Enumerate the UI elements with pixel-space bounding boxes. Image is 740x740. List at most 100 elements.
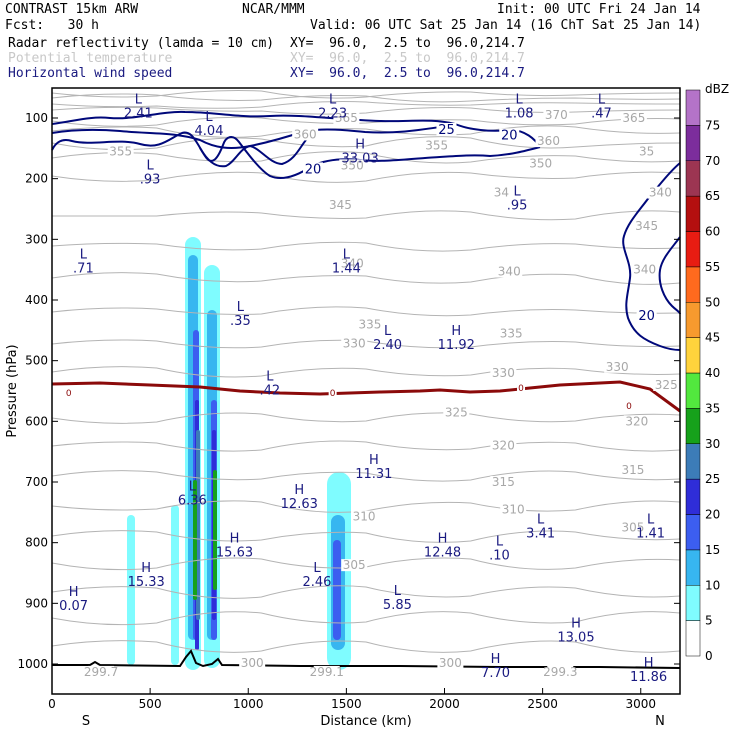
y-tick-label: 800 [25, 536, 48, 550]
theta-label: 315 [621, 463, 644, 477]
low-marker-letter: L [343, 248, 351, 263]
x-tick-label: 2000 [429, 697, 460, 711]
y-tick-label: 600 [25, 414, 48, 428]
colorbar-tick-label: 15 [705, 543, 720, 557]
theta-label: 340 [498, 265, 521, 279]
low-marker-letter: L [147, 159, 155, 174]
theta-label: 350 [529, 157, 552, 171]
colorbar-swatch [685, 478, 701, 515]
high-marker-letter: H [230, 532, 240, 547]
marker-value: 11.31 [355, 467, 392, 482]
x-tick-label: 1500 [331, 697, 362, 711]
theta-label: 330 [492, 366, 515, 380]
marker-value: 4.04 [195, 124, 224, 139]
colorbar-tick-label: 75 [705, 118, 720, 132]
theta-label: 300 [439, 656, 462, 670]
colorbar-tick-label: 25 [705, 472, 720, 486]
forecast-hour: Fcst: 30 h [5, 18, 99, 33]
colorbar-swatch [685, 620, 701, 657]
theta-label: 365 [622, 111, 645, 125]
low-marker-letter: L [237, 300, 245, 315]
colorbar-swatch [685, 549, 701, 586]
marker-value: 15.63 [216, 546, 253, 561]
theta-label: 310 [353, 510, 376, 524]
theta-contour [51, 440, 681, 452]
marker-value: .10 [489, 549, 510, 564]
theta-contour [51, 101, 681, 109]
colorbar-tick-label: 10 [705, 578, 720, 592]
high-marker-letter: H [644, 656, 654, 671]
colorbar-swatch [685, 195, 701, 232]
marker-value: .35 [230, 314, 251, 329]
marker-value: .71 [73, 262, 94, 277]
contour-labels: 365 370 365 360 360 355 355 35 350 350 345 34 340 345… [64, 108, 680, 679]
theta-label: 340 [341, 257, 364, 271]
theta-label: 330 [606, 360, 629, 374]
field-reflectivity-xy: XY= 96.0, 2.5 to 96.0,214.7 [290, 36, 525, 51]
high-marker-letter: H [355, 137, 365, 152]
wind-contour [658, 236, 681, 315]
colorbar-swatch [685, 231, 701, 268]
theta-contour [51, 272, 681, 285]
x-axis-title: Distance (km) [320, 714, 411, 729]
low-marker-letter: L [266, 370, 274, 385]
marker-value: 1.08 [505, 106, 534, 121]
theta-contour [51, 585, 681, 599]
theta-label: 34 [494, 186, 509, 200]
theta-label: 299.3 [543, 665, 577, 679]
theta-label: 320 [492, 439, 515, 453]
low-marker-letter: L [598, 92, 606, 107]
north-end-label: N [655, 714, 665, 729]
theta-label: 35 [639, 144, 654, 158]
colorbar-tick-label: 50 [705, 295, 720, 309]
theta-contour [51, 241, 681, 252]
theta-contour [51, 151, 681, 164]
marker-value: 0.07 [59, 599, 88, 614]
colorbar-tick-label: 55 [705, 260, 720, 274]
y-tick-label: 700 [25, 475, 48, 489]
marker-value: 15.33 [128, 575, 165, 590]
theta-label: 315 [492, 475, 515, 489]
theta-contour [51, 640, 681, 653]
wind-contour [311, 146, 541, 167]
y-tick-label: 900 [25, 596, 48, 610]
high-marker-letter: H [491, 652, 501, 667]
theta-label: 325 [655, 378, 678, 392]
theta-label: 310 [502, 502, 525, 516]
theta-label: 320 [625, 414, 648, 428]
theta-label: 345 [329, 198, 352, 212]
theta-contour [51, 106, 681, 115]
reflectivity-layer [127, 237, 351, 670]
freezing-label: 0 [518, 384, 524, 394]
theta-contour [51, 306, 681, 317]
marker-value: 3.41 [526, 526, 555, 541]
wind-contours [51, 110, 681, 351]
y-tick-label: 100 [25, 111, 48, 125]
marker-value: 11.92 [438, 338, 475, 353]
theta-label: 299.1 [310, 665, 344, 679]
model-title: CONTRAST 15km ARW [5, 2, 139, 17]
low-marker-letter: L [537, 512, 545, 527]
theta-label: 335 [500, 326, 523, 340]
theta-label: 360 [294, 127, 317, 141]
x-tick-label: 500 [139, 697, 162, 711]
colorbar-tick-label: 60 [705, 225, 720, 239]
high-marker-letter: H [294, 483, 304, 498]
colorbar-swatch [685, 337, 701, 374]
colorbar-unit: dBZ [705, 82, 729, 96]
theta-contour [51, 366, 681, 378]
marker-value: 7.70 [481, 666, 510, 681]
colorbar-tick-label: 40 [705, 366, 720, 380]
colorbar-swatch [685, 160, 701, 197]
x-tick-label: 3000 [625, 697, 656, 711]
y-axis-title: Pressure (hPa) [5, 344, 20, 437]
marker-value: 2.46 [302, 575, 331, 590]
theta-contour [51, 470, 681, 482]
marker-value: .42 [259, 384, 280, 399]
reflectivity-cell [213, 470, 217, 590]
theta-contour [51, 116, 681, 127]
marker-value: 11.86 [630, 670, 667, 685]
theta-label: 360 [537, 134, 560, 148]
y-tick-label: 200 [25, 172, 48, 186]
colorbar: 0 5 10 15 20 25 30 35 40 45 50 55 60 65 70 75 dBZ [685, 82, 729, 663]
